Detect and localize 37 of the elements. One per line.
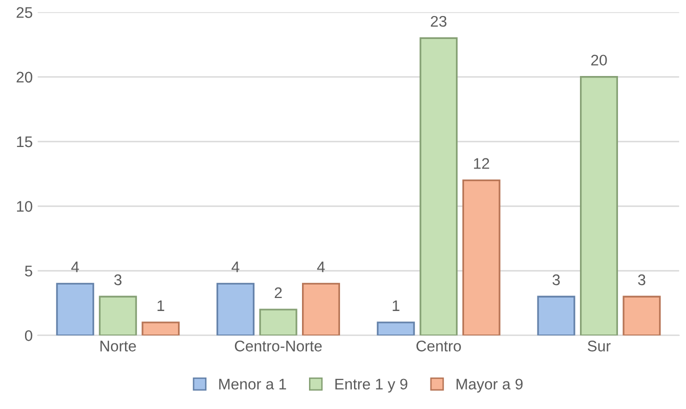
legend-label: Entre 1 y 9 xyxy=(335,378,408,393)
data-label: 23 xyxy=(430,16,446,27)
data-label: 4 xyxy=(232,262,240,272)
y-tick-label: 20 xyxy=(16,72,32,83)
bar xyxy=(56,282,94,336)
y-tick-label: 5 xyxy=(24,266,32,276)
data-label: 4 xyxy=(71,262,79,272)
data-label: 2 xyxy=(274,287,282,298)
bar xyxy=(302,282,340,336)
data-label: 3 xyxy=(552,274,560,286)
bar xyxy=(420,37,458,336)
bar xyxy=(622,296,661,336)
x-tick-label: Sur xyxy=(588,340,611,352)
y-tick-label: 0 xyxy=(24,330,32,342)
data-label: 1 xyxy=(158,300,164,311)
bar xyxy=(142,322,180,336)
x-tick-label: Centro xyxy=(416,340,461,352)
data-label: 3 xyxy=(114,274,122,286)
bar xyxy=(376,322,415,336)
data-label: 20 xyxy=(591,54,607,66)
data-label: 12 xyxy=(474,158,490,169)
y-tick-label: 25 xyxy=(16,7,32,18)
bar xyxy=(537,296,576,336)
y-tick-label: 10 xyxy=(17,201,32,212)
data-label: 4 xyxy=(317,262,325,272)
bar xyxy=(259,308,298,336)
data-label: 3 xyxy=(638,274,646,286)
bar xyxy=(98,296,137,336)
legend-label: Mayor a 9 xyxy=(456,378,523,393)
legend-label: Menor a 1 xyxy=(219,378,286,390)
x-tick-label: Centro-Norte xyxy=(234,340,322,352)
data-label: 1 xyxy=(392,300,400,311)
bar xyxy=(216,282,255,336)
bar xyxy=(462,179,500,336)
y-tick-label: 15 xyxy=(17,136,32,148)
x-tick-label: Norte xyxy=(100,340,136,352)
bar xyxy=(580,76,618,336)
